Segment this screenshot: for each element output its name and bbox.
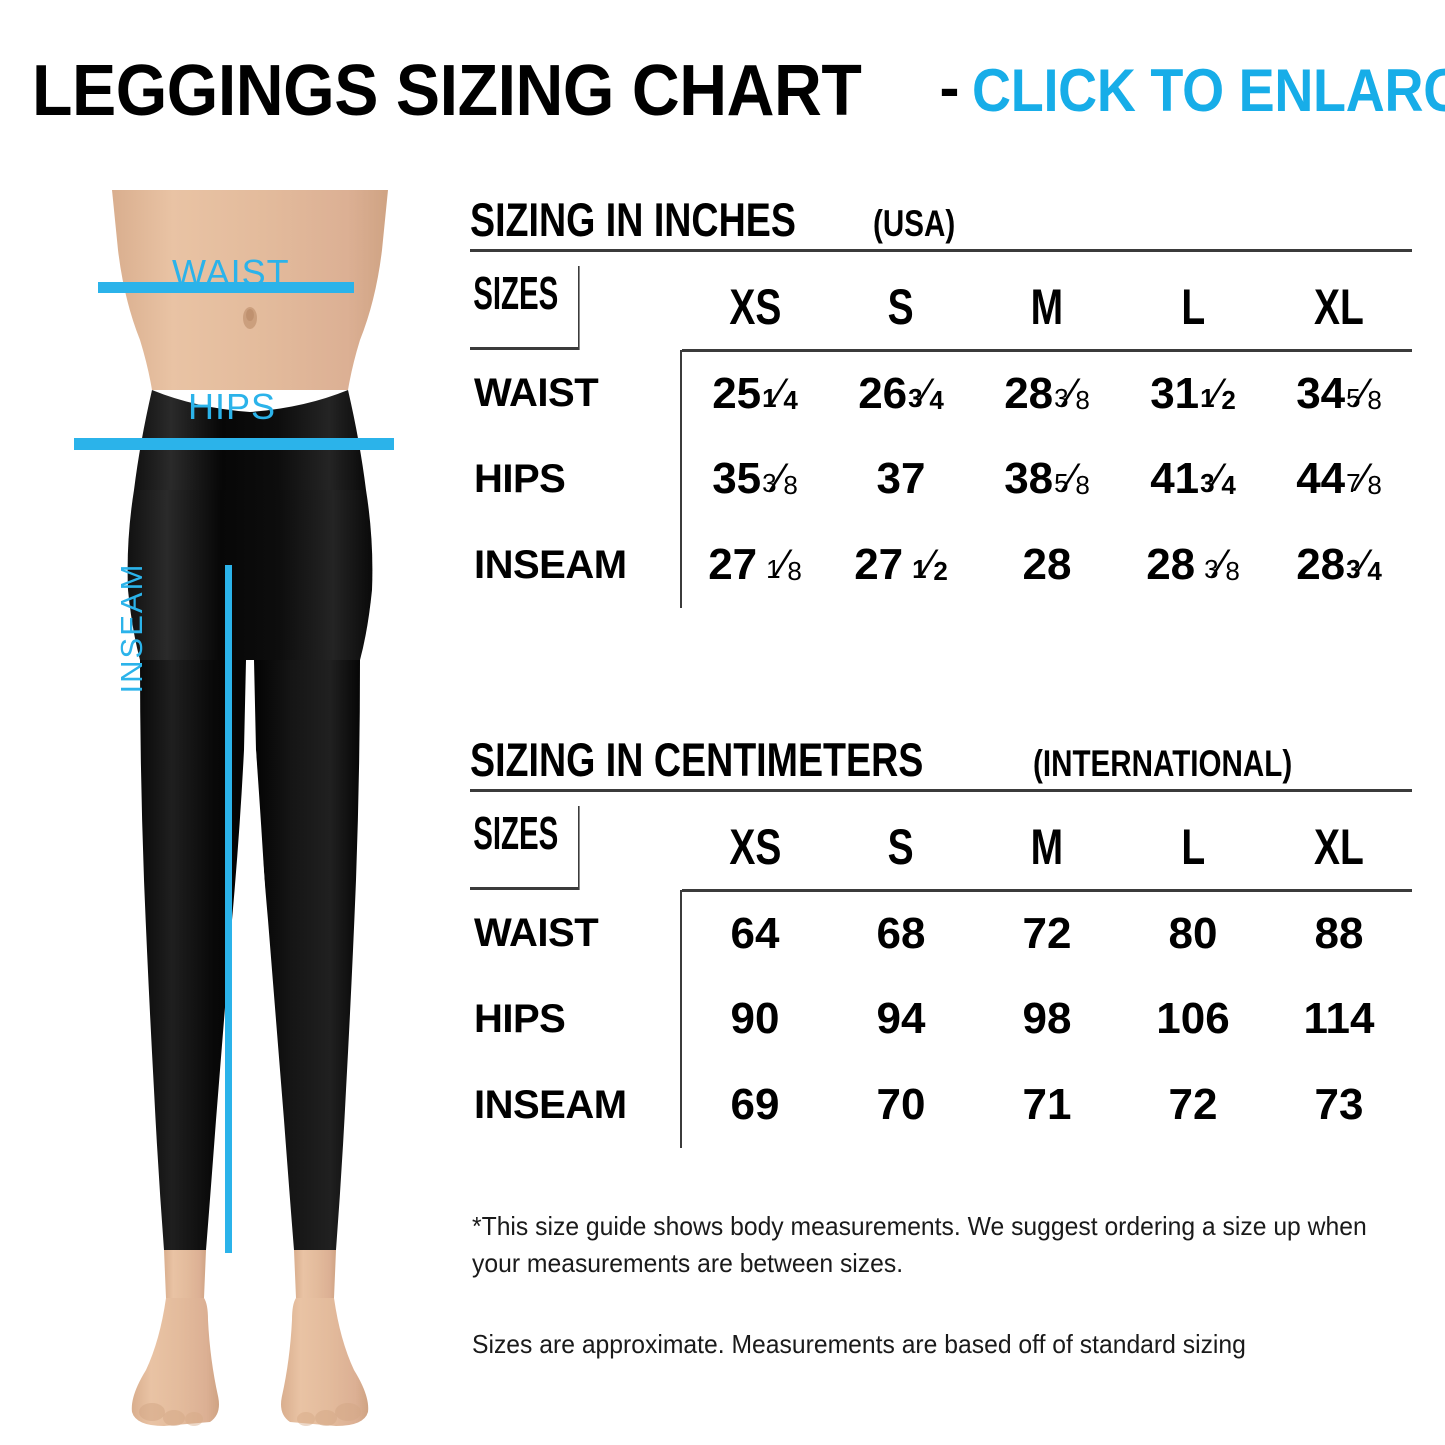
page-title: LEGGINGS SIZING CHART - CLICK TO ENLARGE — [32, 51, 1445, 131]
table-row: INSEAM 69 70 71 72 73 — [470, 1062, 1412, 1148]
table-row: WAIST 64 68 72 80 88 — [470, 890, 1412, 976]
column-header-xl: XL — [1266, 806, 1412, 892]
row-label-hips: HIPS — [470, 436, 682, 522]
cell-hips-xs: 353⁄8 — [712, 454, 798, 503]
cell-waist-xl: 88 — [1314, 908, 1364, 958]
centimeters-section: SIZING IN CENTIMETERS (INTERNATIONAL) SIZ… — [470, 736, 1412, 1148]
inches-heading: SIZING IN INCHES (USA) — [470, 196, 1412, 252]
cell-waist-l: 80 — [1168, 908, 1218, 958]
table-row: WAIST 251⁄4 263⁄4 283⁄8 311⁄2 345⁄8 — [470, 350, 1412, 436]
cell-waist-l: 311⁄2 — [1150, 368, 1236, 418]
cell-hips-l: 413⁄4 — [1150, 454, 1236, 503]
table-header-row: SIZES XS S M L XL — [470, 266, 1412, 352]
footnotes: *This size guide shows body measurements… — [472, 1208, 1422, 1363]
row-label-waist: WAIST — [470, 890, 682, 976]
cm-heading-main: SIZING IN CENTIMETERS — [470, 733, 924, 786]
inches-section: SIZING IN INCHES (USA) SIZES XS S M L XL … — [470, 196, 1412, 608]
title-main-text: LEGGINGS SIZING CHART — [32, 51, 862, 131]
column-header-sizes: SIZES — [470, 266, 580, 350]
right-foot — [281, 1298, 369, 1426]
cell-waist-xs: 64 — [730, 908, 780, 958]
cell-inseam-m: 28 — [1022, 540, 1072, 589]
column-header-xs: XS — [682, 266, 828, 352]
inner-leg-gap — [246, 750, 286, 1250]
column-header-s: S — [828, 266, 974, 352]
cell-waist-m: 72 — [1022, 908, 1072, 958]
row-label-inseam: INSEAM — [470, 522, 682, 608]
cell-waist-s: 263⁄4 — [858, 368, 944, 418]
cell-hips-m: 98 — [1022, 994, 1072, 1043]
cell-hips-s: 37 — [876, 454, 926, 503]
cell-inseam-xs: 69 — [730, 1080, 780, 1129]
cell-inseam-xs: 27 1⁄8 — [708, 540, 802, 589]
column-header-l: L — [1120, 266, 1266, 352]
leggings-hip-block — [127, 490, 373, 660]
left-foot — [131, 1298, 219, 1426]
cell-inseam-xl: 73 — [1314, 1080, 1364, 1129]
leggings-left-leg — [140, 660, 246, 1250]
cell-hips-m: 385⁄8 — [1004, 454, 1090, 503]
cell-waist-xs: 251⁄4 — [712, 368, 798, 418]
cm-heading: SIZING IN CENTIMETERS (INTERNATIONAL) — [470, 736, 1412, 792]
column-header-m: M — [974, 806, 1120, 892]
table-row: HIPS 353⁄8 37 385⁄8 413⁄4 447⁄8 — [470, 436, 1412, 522]
column-header-s: S — [828, 806, 974, 892]
cell-inseam-s: 70 — [876, 1080, 926, 1129]
cell-inseam-m: 71 — [1022, 1080, 1072, 1129]
leggings-illustration: WAIST HIPS INSEAM — [60, 190, 440, 1435]
footnote-secondary: Sizes are approximate. Measurements are … — [472, 1328, 1246, 1359]
click-to-enlarge-label[interactable]: CLICK TO ENLARGE — [971, 57, 1445, 124]
hips-measure-line — [74, 438, 394, 450]
column-header-m: M — [974, 266, 1120, 352]
cell-hips-l: 106 — [1156, 994, 1230, 1043]
waist-measure-line — [98, 282, 354, 293]
cell-waist-xl: 345⁄8 — [1296, 368, 1382, 418]
cell-waist-m: 283⁄8 — [1004, 368, 1090, 418]
right-ankle — [294, 1250, 336, 1302]
model-figure-svg — [74, 190, 394, 1426]
cell-hips-xl: 447⁄8 — [1296, 454, 1382, 503]
row-label-inseam: INSEAM — [470, 1062, 682, 1148]
row-label-waist: WAIST — [470, 350, 682, 436]
cell-inseam-s: 27 1⁄2 — [854, 540, 948, 589]
table-row: HIPS 90 94 98 106 114 — [470, 976, 1412, 1062]
hips-label: HIPS — [188, 386, 277, 427]
cell-hips-s: 94 — [876, 994, 926, 1043]
cm-size-table: SIZES XS S M L XL WAIST 64 68 72 80 88 H… — [470, 806, 1412, 1148]
cm-heading-sub: (INTERNATIONAL) — [1032, 743, 1292, 784]
table-header-row: SIZES XS S M L XL — [470, 806, 1412, 892]
left-ankle — [164, 1250, 206, 1302]
cell-hips-xl: 114 — [1303, 994, 1375, 1043]
title-separator: - — [939, 53, 960, 121]
column-header-xl: XL — [1266, 266, 1412, 352]
footnote-primary: *This size guide shows body measurements… — [472, 1211, 1367, 1278]
waist-label: WAIST — [172, 252, 290, 293]
cell-inseam-l: 28 3⁄8 — [1146, 540, 1240, 589]
leggings-right-leg — [254, 660, 360, 1250]
cell-inseam-l: 72 — [1168, 1080, 1218, 1129]
cell-inseam-xl: 283⁄4 — [1296, 540, 1382, 589]
inches-heading-main: SIZING IN INCHES — [470, 193, 796, 246]
cell-hips-xs: 90 — [730, 994, 780, 1043]
row-label-hips: HIPS — [470, 976, 682, 1062]
inches-size-table: SIZES XS S M L XL WAIST 251⁄4 263⁄4 283⁄… — [470, 266, 1412, 608]
column-header-l: L — [1120, 806, 1266, 892]
cell-waist-s: 68 — [876, 908, 926, 958]
inches-heading-sub: (USA) — [873, 203, 956, 244]
inseam-measure-line — [225, 565, 232, 1253]
table-row: INSEAM 27 1⁄8 27 1⁄2 28 28 3⁄8 283⁄4 — [470, 522, 1412, 608]
column-header-sizes: SIZES — [470, 806, 580, 890]
inseam-label: INSEAM — [114, 562, 149, 694]
column-header-xs: XS — [682, 806, 828, 892]
